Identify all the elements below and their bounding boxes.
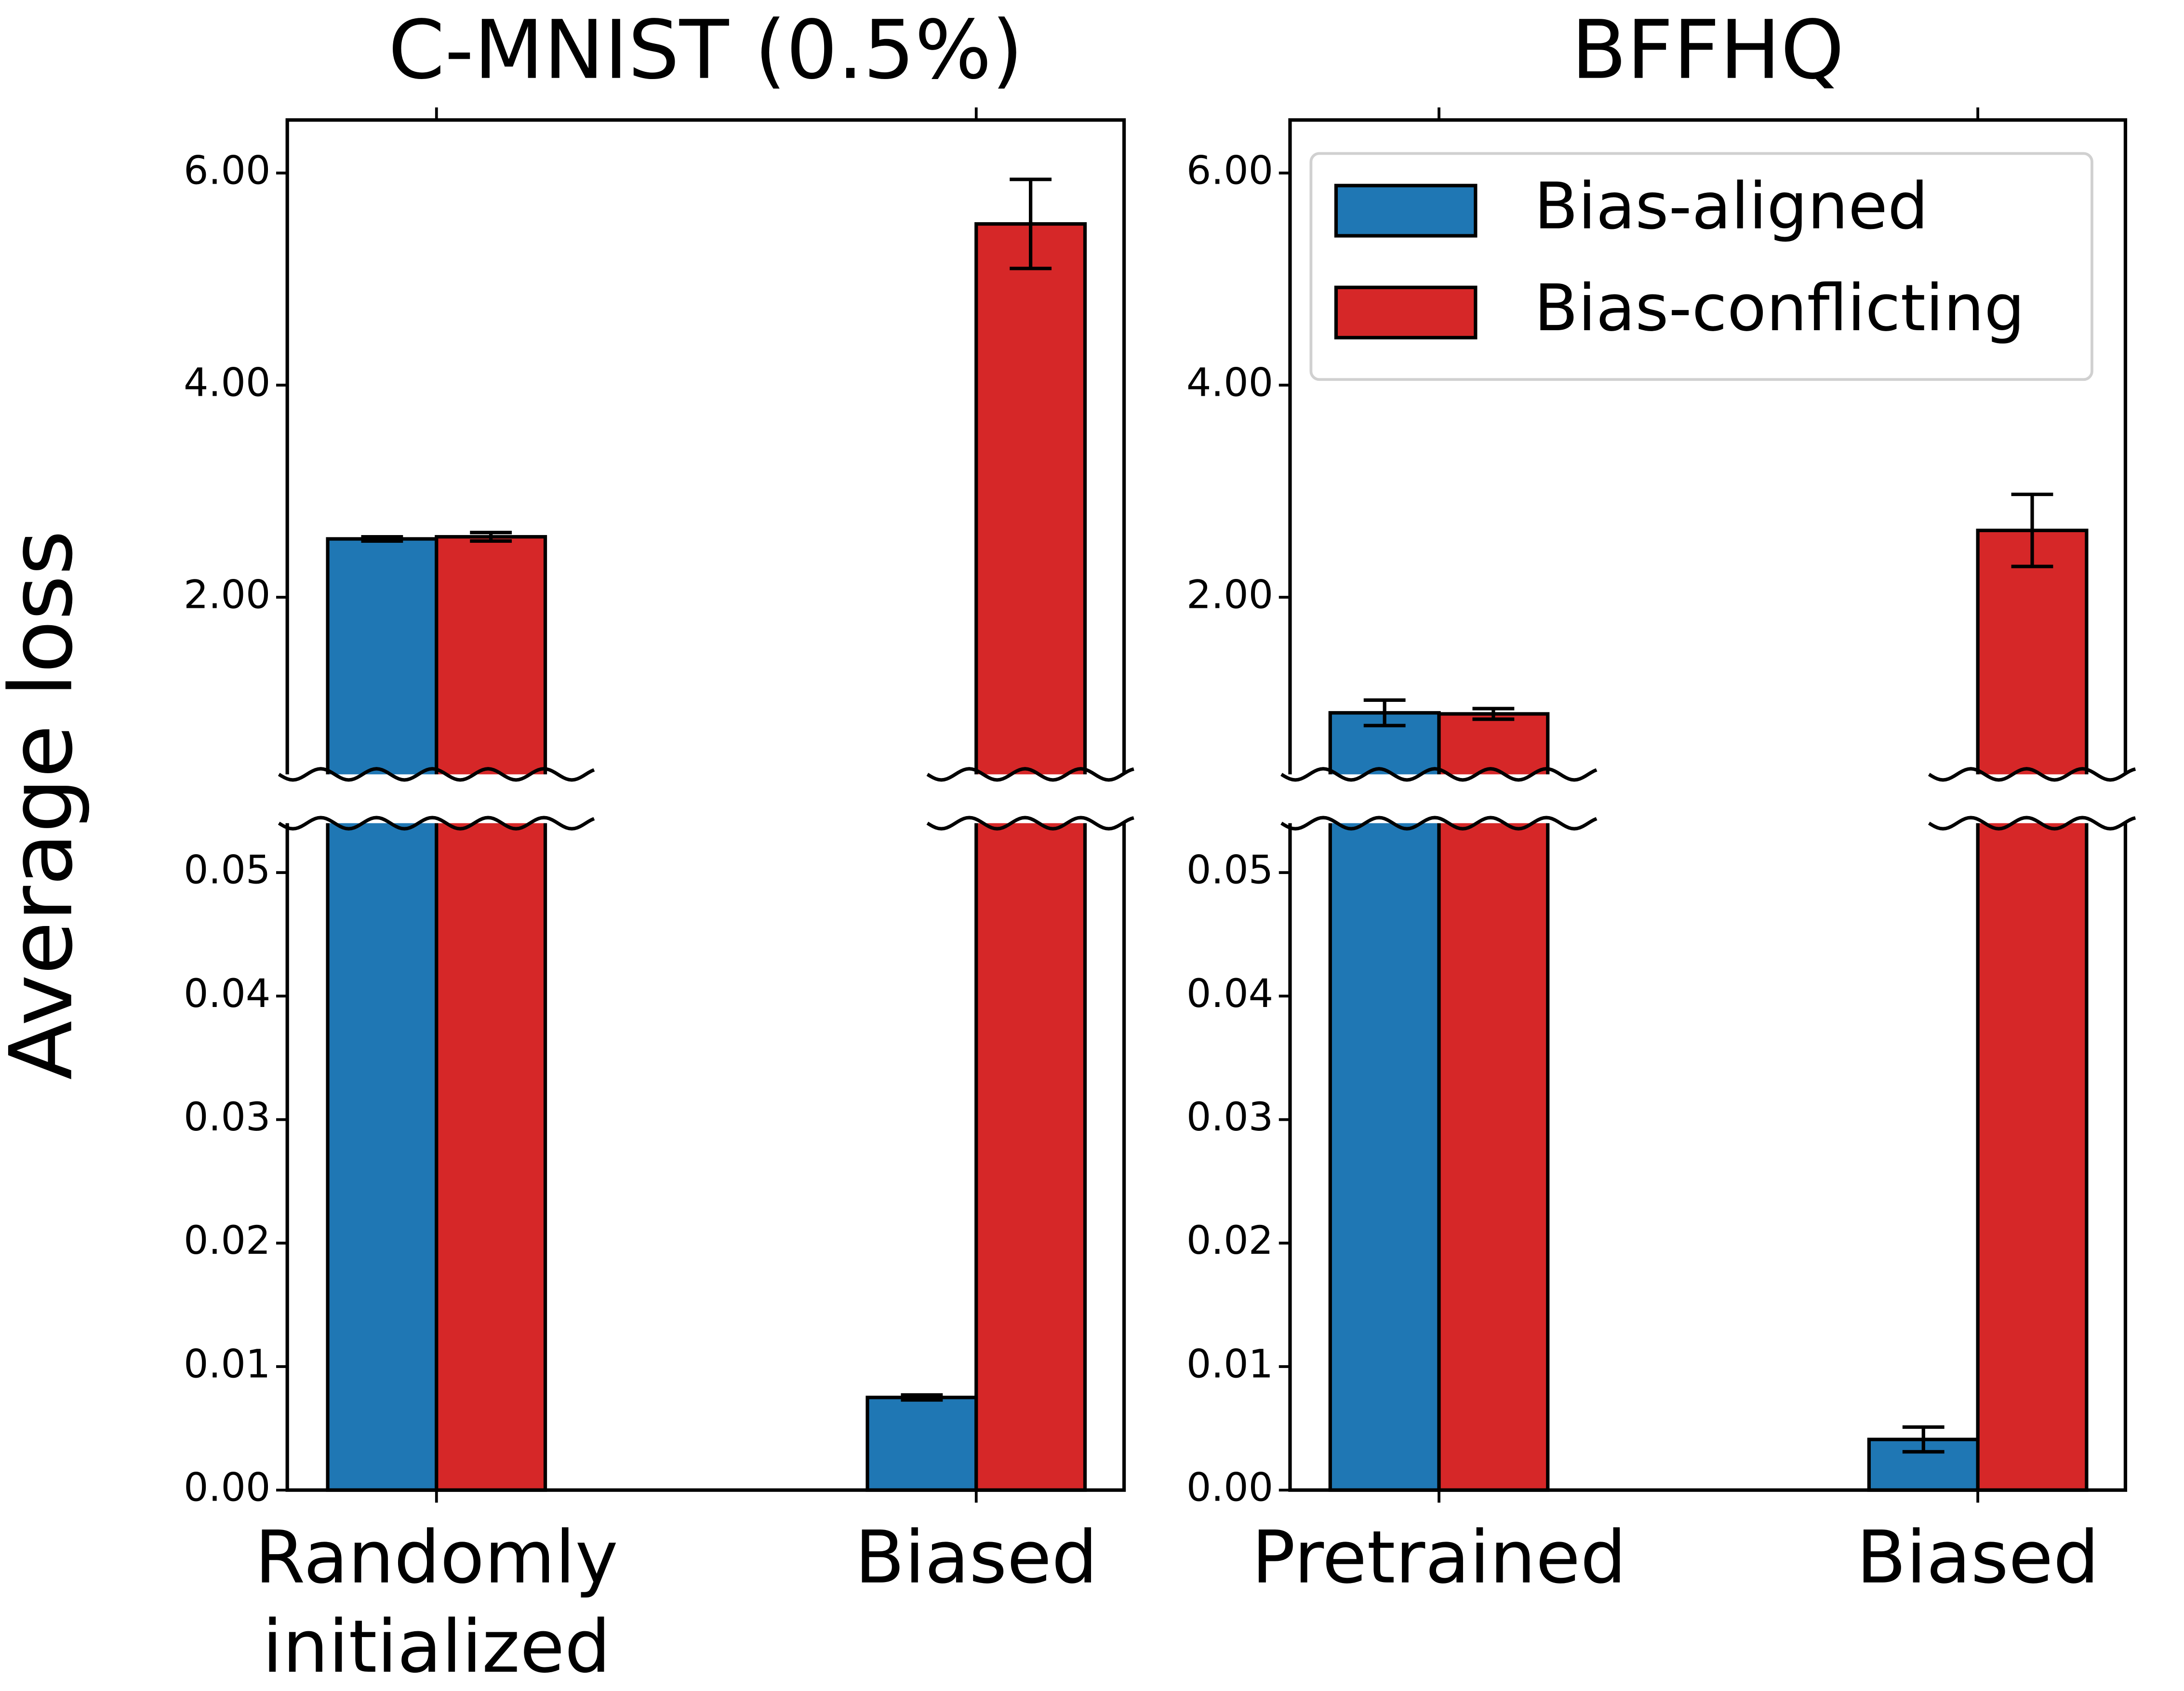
error-bar [1363,698,1406,727]
error-bar [1010,177,1052,270]
error-bar [2011,492,2053,568]
axis-break [1280,816,1598,831]
bar [1437,712,1550,1492]
y2-tick-label: 4.00 [184,360,270,405]
y2-tick-label: 2.00 [184,572,270,617]
bar [326,537,439,1492]
axis-break [278,816,595,831]
y-tick-label: 0.05 [184,848,270,893]
x-tick-label: Pretrained [1252,1516,1626,1600]
axis-break-gap [245,774,1166,823]
text-line: Pretrained [1252,1516,1626,1600]
axis-break [1280,767,1598,782]
y-tick-label: 0.05 [1186,848,1273,893]
axis-break-gap [1248,774,2168,823]
text-line: Randomly [255,1516,618,1600]
y-tick-label: 0.00 [184,1465,270,1511]
chart-title: C-MNIST (0.5%) [388,3,1023,97]
y-tick-label: 0.00 [1186,1465,1273,1511]
y-tick-label: 0.02 [184,1218,270,1263]
error-bar [361,535,403,543]
text-line: Biased [855,1516,1098,1600]
y-tick-label: 0.03 [184,1095,270,1140]
y-tick-label: 0.01 [1186,1342,1273,1387]
legend-swatch [1334,184,1478,238]
x-tick-label: Randomly initialized [255,1516,618,1689]
y2-tick-label: 2.00 [1186,572,1273,617]
bar [435,535,547,1492]
text-line: Biased [1856,1516,2099,1600]
bar [974,222,1087,1492]
error-bar [1902,1425,1944,1454]
x-tick-label: Biased [855,1516,1098,1600]
axis-break [1928,767,2136,782]
error-bar [1472,707,1515,721]
text-line: initialized [262,1605,611,1689]
y-tick-label: 0.04 [1186,971,1273,1017]
legend-box [1309,152,2093,381]
axis-break [926,767,1134,782]
y-tick-label: 0.02 [1186,1218,1273,1263]
axis-break [1928,816,2136,831]
y2-tick-label: 4.00 [1186,360,1273,405]
y-tick-label: 0.04 [184,971,270,1017]
axis-break [278,767,595,782]
bar [1976,528,2089,1492]
axis-break [926,816,1134,831]
legend-swatch [1334,285,1478,340]
y2-tick-label: 6.00 [1186,148,1273,193]
error-bar [470,531,512,543]
y2-tick-label: 6.00 [184,148,270,193]
x-tick-label: Biased [1856,1516,2099,1600]
legend-label: Bias-conflicting [1534,271,2024,346]
bar [866,1396,978,1492]
chart-title: BFFHQ [1571,3,1844,97]
y-tick-label: 0.01 [184,1342,270,1387]
error-bar [901,1393,943,1402]
y-tick-label: 0.03 [1186,1095,1273,1140]
y-axis-label: Average loss [0,530,92,1080]
legend-label: Bias-aligned [1534,169,1928,244]
